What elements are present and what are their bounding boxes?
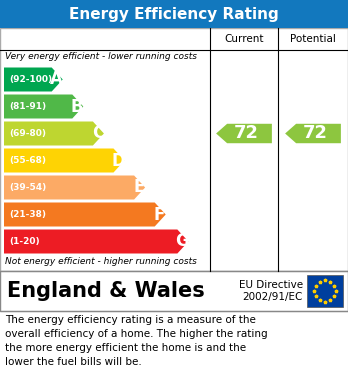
Text: (1-20): (1-20) [9, 237, 40, 246]
Bar [307, 275, 343, 307]
Polygon shape [4, 149, 125, 172]
Bar [0, 271, 348, 311]
Polygon shape [4, 95, 83, 118]
Polygon shape [4, 68, 63, 91]
Text: A: A [50, 70, 63, 88]
Text: (39-54): (39-54) [9, 183, 46, 192]
Text: G: G [175, 233, 189, 251]
Polygon shape [4, 203, 166, 226]
Text: (92-100): (92-100) [9, 75, 52, 84]
Polygon shape [216, 124, 272, 143]
Bar [0, 0, 348, 28]
Text: (55-68): (55-68) [9, 156, 46, 165]
Text: (81-91): (81-91) [9, 102, 46, 111]
Text: B: B [71, 97, 84, 115]
Polygon shape [4, 230, 188, 253]
Text: 2002/91/EC: 2002/91/EC [243, 292, 303, 302]
Text: Very energy efficient - lower running costs: Very energy efficient - lower running co… [5, 52, 197, 61]
Text: England & Wales: England & Wales [7, 281, 205, 301]
Text: E: E [133, 179, 145, 197]
Polygon shape [4, 176, 145, 199]
Polygon shape [4, 122, 104, 145]
Text: D: D [112, 151, 125, 170]
Text: Current: Current [224, 34, 264, 44]
Text: (69-80): (69-80) [9, 129, 46, 138]
Text: 72: 72 [303, 124, 328, 142]
Text: Potential: Potential [290, 34, 336, 44]
Text: Not energy efficient - higher running costs: Not energy efficient - higher running co… [5, 257, 197, 266]
Text: EU Directive: EU Directive [239, 280, 303, 290]
Polygon shape [285, 124, 341, 143]
Text: Energy Efficiency Rating: Energy Efficiency Rating [69, 7, 279, 22]
Text: F: F [154, 206, 165, 224]
Text: 72: 72 [234, 124, 259, 142]
Text: C: C [92, 124, 104, 142]
Bar [0, 28, 348, 271]
Text: The energy efficiency rating is a measure of the
overall efficiency of a home. T: The energy efficiency rating is a measur… [5, 315, 268, 367]
Text: (21-38): (21-38) [9, 210, 46, 219]
